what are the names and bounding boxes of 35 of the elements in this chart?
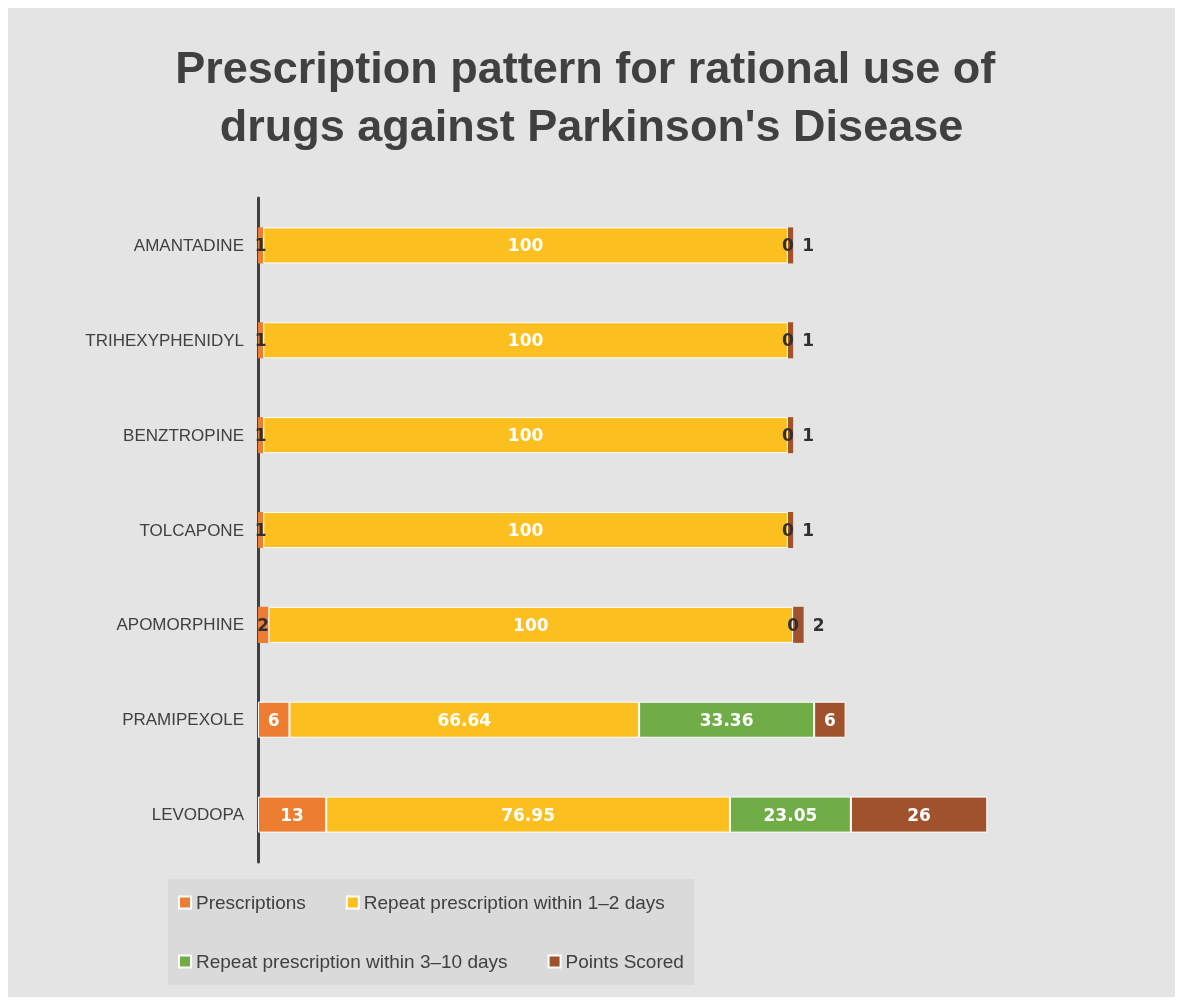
data-label: 100 (507, 330, 544, 351)
data-label: 2 (257, 614, 270, 635)
data-label: 13 (280, 804, 304, 825)
y-tick-label: TOLCAPONE (139, 520, 244, 540)
data-label: 23.05 (763, 804, 818, 825)
data-label: 100 (507, 235, 544, 256)
y-tick-label: BENZTROPINE (123, 425, 244, 445)
data-label: 26 (907, 804, 931, 825)
legend-label: Repeat prescription within 3–10 days (196, 951, 508, 972)
y-tick-label: PRAMIPEXOLE (122, 710, 244, 730)
data-label: 1 (802, 330, 814, 351)
data-label: 0 (781, 330, 794, 351)
y-tick-label: TRIHEXYPHENIDYL (85, 330, 244, 350)
y-tick-label: LEVODOPA (151, 805, 245, 825)
data-label: 100 (507, 425, 544, 446)
legend-label: Points Scored (565, 951, 684, 972)
data-label: 100 (513, 614, 549, 635)
y-tick-label: APOMORPHINE (116, 615, 244, 635)
chart-title: Prescription pattern for rational use of drugs against Parkinson's Disease (175, 41, 1008, 151)
data-label: 2 (812, 614, 825, 635)
data-label: 100 (507, 520, 544, 540)
data-label: 76.95 (501, 804, 555, 825)
legend-label: Repeat prescription within 1–2 days (363, 892, 665, 913)
data-label: 0 (781, 425, 794, 446)
y-tick-label: AMANTADINE (133, 235, 244, 255)
data-label: 66.64 (437, 709, 492, 730)
data-label: 0 (781, 235, 794, 256)
data-label: 33.36 (699, 709, 754, 730)
data-label: 1 (802, 520, 814, 540)
data-label: 0 (781, 520, 794, 540)
data-label: 1 (802, 235, 814, 256)
data-label: 1 (802, 425, 814, 446)
data-label: 6 (267, 709, 280, 730)
legend-label: Prescriptions (196, 892, 306, 913)
data-label: 6 (823, 709, 836, 730)
